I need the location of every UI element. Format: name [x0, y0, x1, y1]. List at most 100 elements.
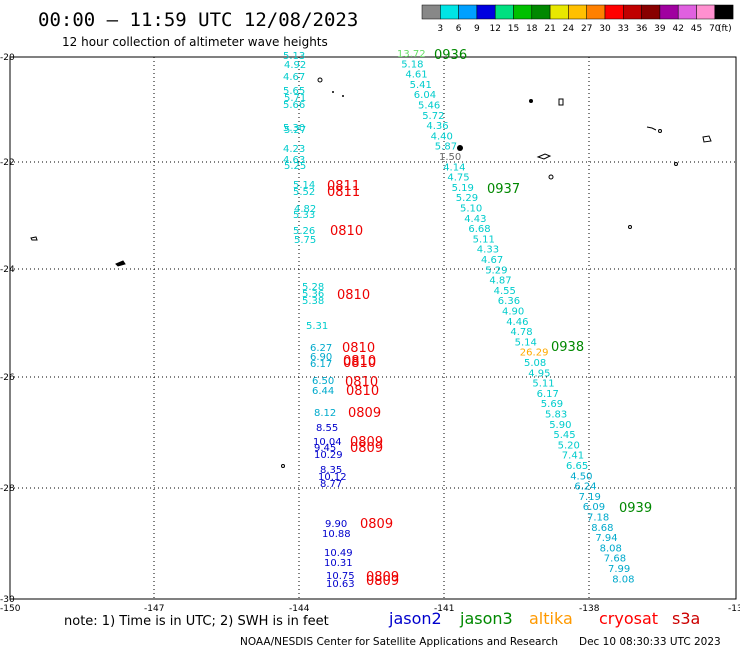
- swh-value: 5.69: [541, 399, 563, 410]
- swh-value: 5.52: [293, 187, 315, 198]
- swh-value: 5.31: [306, 321, 328, 332]
- island: [342, 95, 344, 97]
- swh-value: 5.28: [302, 282, 324, 293]
- page-subtitle: 12 hour collection of altimeter wave hei…: [62, 35, 328, 49]
- swh-value: 5.72: [422, 111, 444, 122]
- island: [674, 162, 678, 166]
- swh-value: 6.27: [310, 343, 332, 354]
- swh-value: 6.68: [468, 224, 490, 235]
- legend-swatch: [458, 4, 478, 20]
- pass-time: 0810: [345, 375, 378, 390]
- legend-label: 27: [581, 24, 592, 34]
- swh-value: 6.17: [537, 389, 559, 400]
- island: [658, 129, 662, 133]
- lat-tick-label: -24: [0, 265, 15, 275]
- island: [558, 98, 564, 106]
- grid-lines: [10, 57, 736, 599]
- legend-label: 70: [709, 24, 721, 34]
- lat-tick-label: -30: [0, 595, 15, 605]
- legend-label: 30: [599, 24, 611, 34]
- legend-swatch: [604, 4, 624, 20]
- swh-value: 6.50: [312, 376, 334, 387]
- legend-label: 33: [618, 24, 629, 34]
- legend-label: (ft): [718, 24, 732, 34]
- swh-value: 7.99: [608, 564, 630, 575]
- legend-label: 6: [456, 24, 462, 34]
- legend-label: 39: [654, 24, 666, 34]
- swh-value: 5.10: [460, 204, 482, 215]
- swh-value: 8.35: [320, 465, 342, 476]
- island: [646, 126, 657, 131]
- island: [628, 225, 632, 229]
- swh-value: 5.83: [545, 410, 567, 421]
- swh-value: 7.68: [604, 554, 626, 565]
- legend-label: 24: [563, 24, 575, 34]
- swh-value: 10.75: [326, 571, 355, 582]
- pass-time: 0938: [551, 340, 584, 355]
- legend-label: 9: [474, 24, 480, 34]
- lon-tick-label: -150: [0, 604, 21, 614]
- lon-tick-label: -141: [434, 604, 454, 614]
- satellite-name: cryosat: [599, 609, 658, 628]
- island: [536, 153, 552, 160]
- swh-value: 5.25: [284, 161, 306, 172]
- pass-time: 0811: [327, 185, 360, 200]
- swh-value: 6.90: [310, 352, 332, 363]
- legend-swatch: [696, 4, 716, 20]
- lon-tick-label: -144: [289, 604, 310, 614]
- swh-value: 5.87: [435, 142, 457, 153]
- longitude-labels: -150 -147 -144 -141 -138 -13: [0, 604, 740, 614]
- legend-label: 45: [691, 24, 702, 34]
- swh-value: 4.14: [443, 162, 465, 173]
- legend-swatch: [641, 4, 661, 20]
- color-legend: 3 6 9 12 15 18 21 24 27 30 33 36 39 42 45 70(ft): [421, 4, 734, 34]
- swh-value: 8.12: [314, 408, 336, 419]
- swh-value: 4.87: [489, 276, 511, 287]
- swh-value: 5.18: [401, 59, 423, 70]
- legend-label: 12: [489, 24, 500, 34]
- lon-tick-label: -13: [728, 604, 740, 614]
- swh-value: 5.20: [558, 440, 580, 451]
- swh-value: 10.31: [324, 558, 353, 569]
- legend-label: 18: [526, 24, 538, 34]
- island: [702, 135, 712, 143]
- legend-swatch: [476, 4, 496, 20]
- swh-value: 5.38: [302, 296, 324, 307]
- swh-value: 10.12: [318, 472, 347, 483]
- swh-value: 5.27: [284, 125, 306, 136]
- swh-value: 6.09: [583, 502, 605, 513]
- swh-value: 4.63: [283, 155, 305, 166]
- page-title: 00:00 – 11:59 UTC 12/08/2023: [38, 9, 358, 31]
- swh-value: 10.49: [324, 548, 353, 559]
- lat-tick-label: -28: [0, 484, 15, 494]
- track-labels: 5.134.924.675.655.715.665.305.274.234.63…: [283, 48, 652, 590]
- swh-value: 10.04: [313, 437, 342, 448]
- swh-value: 5.29: [456, 193, 478, 204]
- pass-time: 0809: [350, 441, 383, 456]
- legend-swatch: [568, 4, 587, 20]
- pass-time: 0810: [343, 356, 376, 371]
- pass-time: 0809: [366, 574, 399, 589]
- satellite-name: altika: [529, 609, 573, 628]
- satellite-name: jason3: [459, 609, 513, 628]
- swh-value: 4.61: [405, 70, 427, 81]
- island: [529, 99, 533, 103]
- lat-tick-label: -22: [0, 158, 15, 168]
- pass-time: 0810: [337, 288, 370, 303]
- swh-value: 6.65: [566, 461, 588, 472]
- swh-value: 5.46: [418, 101, 440, 112]
- lat-tick-label: -26: [0, 373, 15, 383]
- footer-credit: NOAA/NESDIS Center for Satellite Applica…: [240, 636, 558, 648]
- satellite-name: s3a: [672, 609, 700, 628]
- island: [317, 77, 323, 83]
- swh-value: 5.08: [524, 358, 546, 369]
- swh-value: 7.94: [595, 533, 617, 544]
- pass-time: 0810: [330, 224, 363, 239]
- swh-value: 4.36: [426, 121, 448, 132]
- pass-time: 0937: [487, 182, 520, 197]
- swh-value: 5.33: [293, 210, 315, 221]
- swh-value: 5.41: [410, 80, 432, 91]
- swh-value: 6.36: [498, 296, 520, 307]
- swh-value: 5.90: [549, 420, 571, 431]
- swh-value: 5.75: [294, 235, 316, 246]
